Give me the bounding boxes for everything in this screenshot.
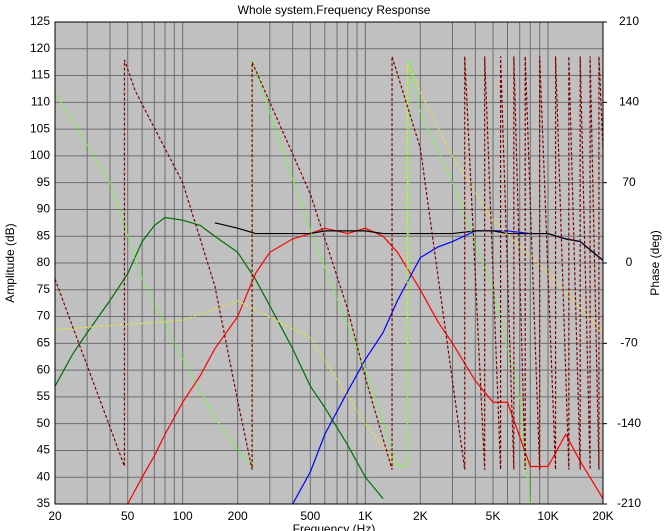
y2-tick-label: 210 — [619, 14, 639, 28]
x-tick-label: 1K — [358, 509, 373, 523]
series-line — [55, 56, 603, 470]
y2-tick-label: -70 — [620, 336, 638, 350]
y-tick-label: 90 — [37, 202, 51, 216]
y2-axis-label: Phase (deg) — [648, 230, 662, 295]
y-tick-label: 85 — [37, 228, 51, 242]
y-tick-label: 105 — [30, 121, 50, 135]
series-group — [55, 56, 603, 504]
y-tick-label: 75 — [37, 282, 51, 296]
x-tick-label: 100 — [173, 509, 193, 523]
y2-tick-label: 70 — [622, 175, 636, 189]
y-tick-label: 100 — [30, 148, 50, 162]
y2-tick-label: -210 — [617, 496, 641, 510]
series-line — [55, 64, 603, 467]
x-tick-label: 500 — [300, 509, 320, 523]
y-tick-label: 115 — [31, 68, 50, 82]
y-tick-label: 45 — [37, 443, 51, 457]
y-tick-label: 60 — [37, 362, 51, 376]
y2-tick-label: -140 — [617, 416, 641, 430]
x-tick-label: 5K — [486, 509, 501, 523]
y-tick-label: 40 — [37, 469, 51, 483]
y-tick-label: 65 — [37, 336, 51, 350]
x-tick-label: 20 — [48, 509, 62, 523]
y-tick-label: 120 — [30, 41, 50, 55]
x-axis-label: Frequency (Hz) — [293, 522, 376, 531]
y-tick-label: 35 — [37, 496, 51, 510]
x-tick-label: 50 — [121, 509, 135, 523]
chart-title: Whole system.Frequency Response — [238, 3, 431, 17]
x-tick-label: 200 — [228, 509, 248, 523]
y-tick-label: 80 — [37, 255, 51, 269]
grid — [54, 21, 604, 505]
y-tick-label: 50 — [37, 416, 51, 430]
series-line — [55, 216, 384, 500]
y-axis-label: Amplitude (dB) — [3, 223, 17, 302]
y-tick-label: 95 — [37, 175, 51, 189]
y-tick-label: 70 — [37, 309, 51, 323]
series-line — [55, 59, 531, 504]
y2-tick-label: 140 — [619, 95, 639, 109]
x-tick-label: 2K — [413, 509, 428, 523]
y-tick-label: 125 — [30, 14, 50, 28]
x-tick-label: 20K — [592, 509, 613, 523]
y2-tick-label: 0 — [626, 255, 633, 269]
y-tick-label: 110 — [31, 95, 50, 109]
y-tick-label: 55 — [37, 389, 51, 403]
x-tick-label: 10K — [537, 509, 558, 523]
